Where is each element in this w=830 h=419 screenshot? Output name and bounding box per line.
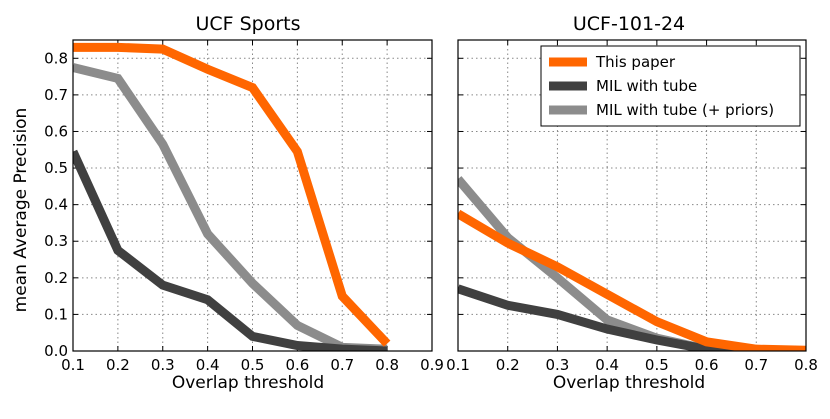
x-tick-label: 0.9 — [420, 356, 444, 374]
panel-ucf-101-24: UCF-101-24 Overlap threshold 0.1 0.2 0.3 0.… — [446, 13, 818, 393]
y-tick-label: 0.0 — [44, 342, 68, 360]
x-tick-label: 0.2 — [496, 356, 520, 374]
x-tick-label: 0.1 — [446, 356, 470, 374]
y-tick-label: 0.3 — [44, 232, 68, 250]
legend: This paper MIL with tube MIL with tube (+ … — [540, 45, 801, 127]
series-line — [73, 149, 388, 351]
x-tick-label: 0.8 — [375, 356, 399, 374]
x-tick-label: 0.5 — [645, 356, 669, 374]
x-tick-label: 0.6 — [695, 356, 719, 374]
x-axis-label: Overlap threshold — [553, 373, 705, 393]
chart-title: UCF Sports — [195, 13, 300, 35]
x-axis-label: Overlap threshold — [172, 373, 324, 393]
y-axis-label: mean Average Precision — [11, 108, 31, 313]
x-tick-label: 0.4 — [196, 356, 220, 374]
chart-title: UCF-101-24 — [573, 13, 685, 35]
x-tick-label: 0.3 — [151, 356, 175, 374]
x-tick-label: 0.6 — [285, 356, 309, 374]
series-line — [458, 284, 806, 351]
x-tick-label: 0.4 — [595, 356, 619, 374]
x-tick-label: 0.8 — [794, 356, 818, 374]
x-tick-label: 0.2 — [106, 356, 130, 374]
legend-label: MIL with tube — [596, 77, 697, 95]
series-line — [458, 209, 806, 351]
legend-label: MIL with tube (+ priors) — [596, 101, 774, 119]
panel-ucf-sports: UCF Sports Overlap threshold mean Averag… — [11, 13, 444, 393]
y-tick-label: 0.7 — [44, 86, 68, 104]
x-tick-label: 0.3 — [545, 356, 569, 374]
series-line — [458, 176, 806, 351]
x-tick-label: 0.5 — [241, 356, 265, 374]
y-tick-label: 0.2 — [44, 269, 68, 287]
series-line — [73, 42, 391, 347]
x-tick-label: 0.1 — [61, 356, 85, 374]
legend-label: This paper — [595, 53, 676, 71]
plot-frame — [72, 39, 433, 352]
y-tick-label: 0.1 — [44, 305, 68, 323]
y-tick-label: 0.6 — [44, 122, 68, 140]
y-tick-label: 0.5 — [44, 159, 68, 177]
plot-frame — [457, 39, 807, 352]
series-line — [73, 63, 388, 351]
y-tick-label: 0.4 — [44, 196, 68, 214]
x-tick-label: 0.7 — [330, 356, 354, 374]
y-tick-label: 0.8 — [44, 49, 68, 67]
x-tick-label: 0.7 — [744, 356, 768, 374]
